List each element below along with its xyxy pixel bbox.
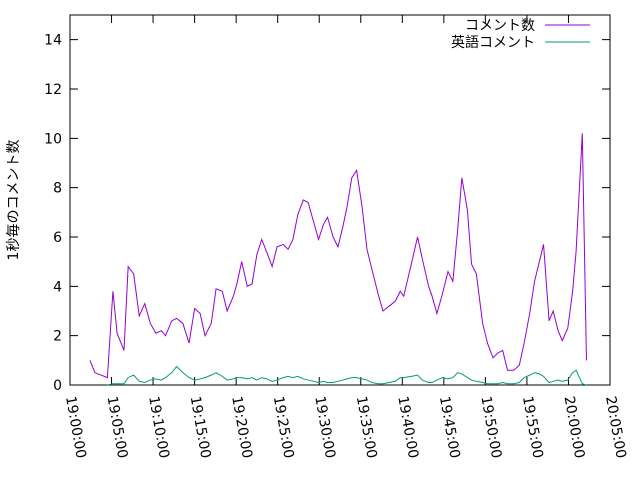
y-tick-label: 12 [44,82,62,98]
x-tick-label: 19:05:00 [104,395,131,460]
x-tick-label: 19:15:00 [187,395,214,460]
y-tick-label: 8 [53,181,62,197]
series-line [107,365,587,386]
y-axis-label: 1秒毎のコメント数 [6,140,22,261]
x-tick-label: 19:10:00 [145,395,172,460]
x-tick-label: 19:35:00 [353,395,380,460]
y-tick-label: 0 [53,378,62,394]
x-tick-label: 19:30:00 [311,395,338,460]
x-tick-label: 19:40:00 [394,395,421,460]
y-tick-label: 14 [44,33,62,49]
y-tick-label: 10 [44,131,62,147]
x-tick-label: 20:00:00 [561,395,588,460]
x-tick-label: 19:55:00 [519,395,546,460]
y-tick-label: 2 [53,329,62,345]
plot-frame [69,14,611,386]
legend-label: 英語コメント [451,34,535,51]
x-tick-label: 19:25:00 [270,395,297,460]
series-line [89,133,587,379]
x-tick-label: 19:00:00 [62,395,89,460]
y-tick-label: 4 [53,279,62,295]
x-tick-label: 19:45:00 [436,395,463,460]
x-tick-label: 19:20:00 [228,395,255,460]
x-tick-label: 20:05:00 [602,395,629,460]
x-tick-label: 19:50:00 [477,395,504,460]
y-tick-label: 6 [53,230,62,246]
legend-label: コメント数 [465,18,535,34]
